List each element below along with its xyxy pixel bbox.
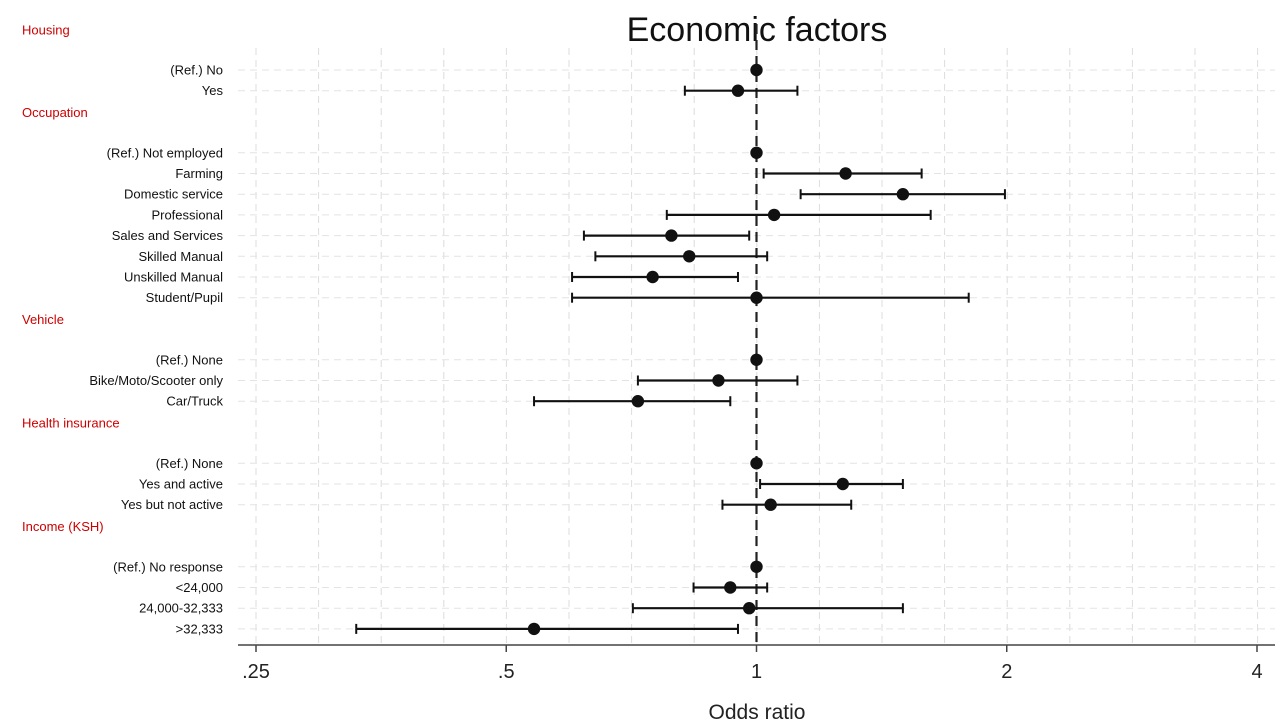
- group-label: Occupation: [22, 105, 88, 120]
- row-label: (Ref.) No: [170, 63, 223, 78]
- estimate-row: [636, 374, 799, 387]
- estimate-row: [355, 622, 739, 636]
- estimate-row: [721, 498, 853, 511]
- grid-layer: [238, 48, 1275, 645]
- row-label: Domestic service: [124, 187, 223, 202]
- point-estimate: [764, 498, 777, 511]
- group-label: Vehicle: [22, 312, 64, 327]
- estimate-row: [631, 602, 904, 615]
- point-estimate: [836, 477, 849, 491]
- estimate-row: [582, 229, 751, 242]
- x-tick-label: 1: [751, 661, 762, 683]
- point-estimate: [724, 581, 737, 594]
- row-label: Professional: [151, 207, 223, 222]
- row-label: Yes but not active: [121, 497, 223, 512]
- row-label: 24,000-32,333: [139, 601, 223, 616]
- estimate-row: [533, 395, 732, 408]
- x-tick-label: .25: [242, 661, 270, 683]
- point-estimate: [896, 188, 910, 201]
- estimates-layer: [355, 63, 1006, 636]
- estimate-row: [692, 581, 769, 594]
- row-label: <24,000: [176, 580, 223, 595]
- row-label: Skilled Manual: [138, 249, 223, 264]
- row-label: Bike/Moto/Scooter only: [89, 373, 223, 388]
- point-estimate: [743, 602, 756, 615]
- estimate-row: [762, 167, 923, 180]
- row-label: Unskilled Manual: [124, 270, 223, 285]
- point-estimate: [665, 229, 678, 242]
- estimate-row: [750, 146, 763, 159]
- estimate-row: [571, 291, 970, 304]
- point-estimate: [631, 395, 645, 408]
- row-label: (Ref.) None: [156, 456, 223, 471]
- point-estimate: [750, 560, 763, 573]
- group-label: Housing: [22, 22, 70, 37]
- estimate-row: [750, 353, 763, 366]
- row-label: Farming: [175, 166, 223, 181]
- estimate-row: [750, 63, 763, 77]
- estimate-row: [759, 477, 904, 491]
- point-estimate: [750, 63, 763, 77]
- group-label: Income (KSH): [22, 519, 104, 534]
- estimate-row: [799, 188, 1006, 201]
- point-estimate: [527, 622, 541, 636]
- point-estimate: [750, 457, 763, 470]
- point-estimate: [750, 353, 763, 366]
- estimate-row: [750, 560, 763, 573]
- estimate-row: [665, 208, 932, 222]
- x-axis: .25 .5 1 2 4: [238, 644, 1275, 683]
- point-estimate: [839, 167, 852, 180]
- row-label: (Ref.) No response: [113, 559, 223, 574]
- row-label: Student/Pupil: [146, 290, 223, 305]
- row-label: >32,333: [176, 621, 223, 636]
- estimate-row: [750, 457, 763, 470]
- x-tick-label: 4: [1251, 661, 1262, 683]
- row-label: (Ref.) Not employed: [107, 145, 223, 160]
- point-estimate: [731, 84, 745, 97]
- row-label: Sales and Services: [112, 228, 224, 243]
- estimate-row: [683, 84, 799, 97]
- group-label: Health insurance: [22, 416, 120, 431]
- point-estimate: [767, 208, 781, 222]
- row-label: Yes: [202, 83, 224, 98]
- x-axis-label: Odds ratio: [709, 701, 806, 724]
- estimate-row: [571, 270, 739, 284]
- estimate-row: [594, 250, 769, 263]
- point-estimate: [750, 291, 763, 304]
- row-labels: Housing Occupation Vehicle Health insurance…: [22, 22, 223, 636]
- x-tick-label: 2: [1001, 661, 1012, 683]
- row-label: Car/Truck: [166, 394, 223, 409]
- point-estimate: [683, 250, 696, 263]
- point-estimate: [750, 146, 763, 159]
- point-estimate: [646, 270, 659, 284]
- row-label: (Ref.) None: [156, 352, 223, 367]
- point-estimate: [712, 374, 725, 387]
- x-tick-label: .5: [498, 661, 515, 683]
- row-label: Yes and active: [139, 477, 223, 492]
